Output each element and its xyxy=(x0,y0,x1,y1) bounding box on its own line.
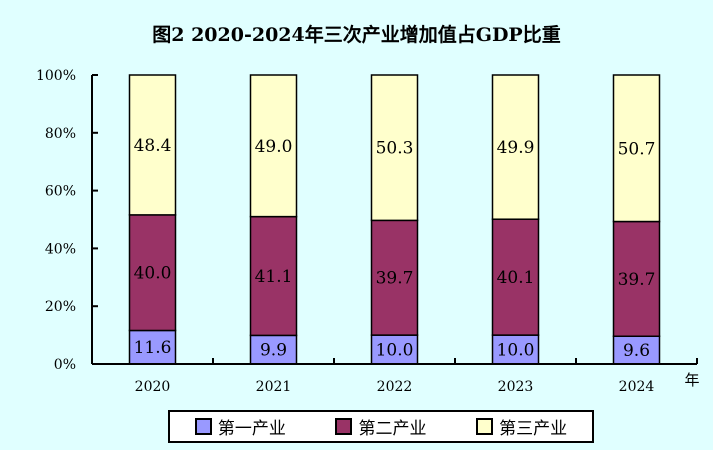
bar-segment xyxy=(370,334,419,365)
legend-label: 第三产业 xyxy=(499,419,568,439)
data-label: 11.6 xyxy=(134,338,172,358)
x-axis-label: 年 xyxy=(684,371,699,389)
bar-segment xyxy=(370,74,419,222)
data-label: 39.7 xyxy=(376,269,414,289)
x-tick-label: 2021 xyxy=(256,379,292,395)
y-tick-label: 100% xyxy=(36,68,76,84)
bar-segment xyxy=(491,74,540,220)
bar-segment xyxy=(370,219,419,336)
legend-swatch xyxy=(335,418,353,435)
bar-segment xyxy=(249,334,298,365)
data-label: 40.1 xyxy=(497,268,535,288)
legend-swatch xyxy=(194,418,212,435)
data-label: 10.0 xyxy=(376,341,414,361)
x-tick-label: 2022 xyxy=(377,379,413,395)
data-label: 49.9 xyxy=(497,138,535,158)
legend-label: 第一产业 xyxy=(217,419,286,439)
legend-item: 第三产业 xyxy=(476,414,567,439)
bar-segment xyxy=(612,220,661,338)
bar-segment xyxy=(128,74,177,216)
data-label: 50.3 xyxy=(376,139,414,159)
bar-segment xyxy=(128,214,177,332)
chart-title: 图2 2020-2024年三次产业增加值占GDP比重 xyxy=(152,24,561,46)
data-label: 48.4 xyxy=(134,136,172,156)
data-label: 9.9 xyxy=(260,341,287,361)
legend-item: 第一产业 xyxy=(194,414,286,439)
x-tick-label: 2020 xyxy=(135,379,171,395)
y-tick-label: 0% xyxy=(54,357,76,373)
data-label: 41.1 xyxy=(255,267,293,287)
bar-segment xyxy=(612,74,661,223)
y-tick-label: 80% xyxy=(45,126,76,142)
x-tick-label: 2024 xyxy=(619,379,655,395)
y-tick-label: 60% xyxy=(45,184,76,200)
legend-label: 第二产业 xyxy=(358,419,427,439)
data-label: 9.6 xyxy=(623,341,650,361)
data-label: 39.7 xyxy=(618,270,656,290)
legend-item: 第二产业 xyxy=(335,414,426,439)
bar-segment xyxy=(249,74,298,218)
data-label: 50.7 xyxy=(618,139,656,159)
x-tick-label: 2023 xyxy=(498,379,534,395)
data-label: 10.0 xyxy=(497,341,535,361)
y-tick-label: 40% xyxy=(45,241,76,257)
y-tick-label: 20% xyxy=(45,299,76,315)
legend: 第一产业 第二产业 第三产业 xyxy=(168,410,594,443)
data-label: 49.0 xyxy=(255,137,293,157)
bar-segment xyxy=(491,218,540,336)
data-label: 40.0 xyxy=(134,264,172,284)
legend-swatch xyxy=(476,418,494,435)
